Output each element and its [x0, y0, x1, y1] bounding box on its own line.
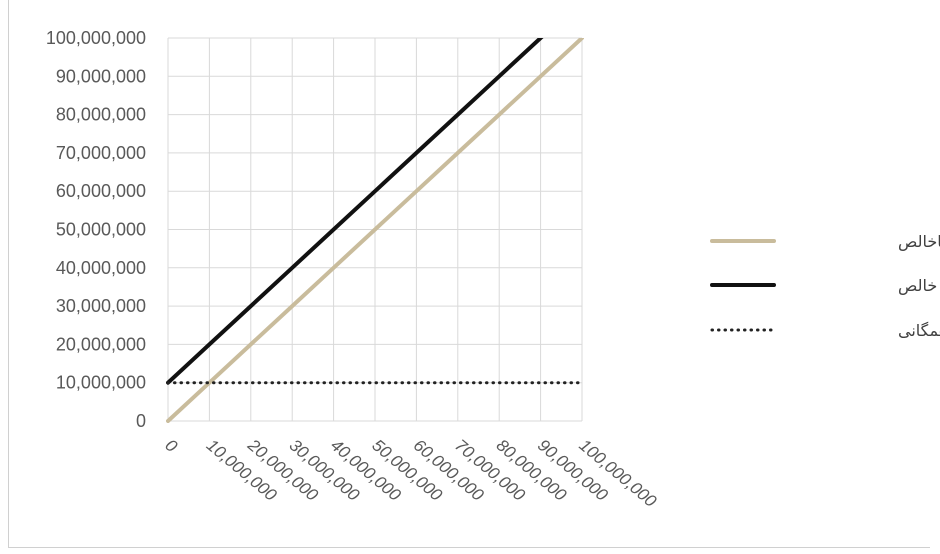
y-tick-label: 60,000,000: [56, 181, 146, 201]
series-layer: [166, 38, 584, 423]
y-tick-label: 10,000,000: [56, 373, 146, 393]
chart-frame: [8, 0, 930, 548]
y-tick-label: 40,000,000: [56, 258, 146, 278]
legend: درآمد ناخالص درآمد خالص د پایه همگانی: [710, 232, 940, 341]
y-tick-label: 70,000,000: [56, 143, 146, 163]
y-tick-label: 20,000,000: [56, 334, 146, 354]
series-line-0: [166, 38, 584, 423]
x-tick-label: 0: [161, 436, 181, 457]
y-tick-label: 0: [136, 411, 146, 431]
y-tick-label: 90,000,000: [56, 66, 146, 86]
legend-label-2: د پایه همگانی: [898, 321, 940, 341]
y-tick-label: 100,000,000: [46, 28, 146, 48]
y-axis-ticks: 0 10,000,000 20,000,000 30,000,000 40,000,00…: [46, 28, 146, 431]
series-line-1: [166, 38, 544, 385]
legend-label-1: درآمد خالص: [898, 276, 940, 296]
x-axis-ticks: 0 10,000,00020,000,00030,000,00040,000,00…: [161, 435, 660, 511]
y-tick-label: 50,000,000: [56, 220, 146, 240]
y-tick-label: 80,000,000: [56, 105, 146, 125]
legend-label-0: درآمد ناخالص: [898, 232, 940, 252]
y-tick-label: 30,000,000: [56, 296, 146, 316]
